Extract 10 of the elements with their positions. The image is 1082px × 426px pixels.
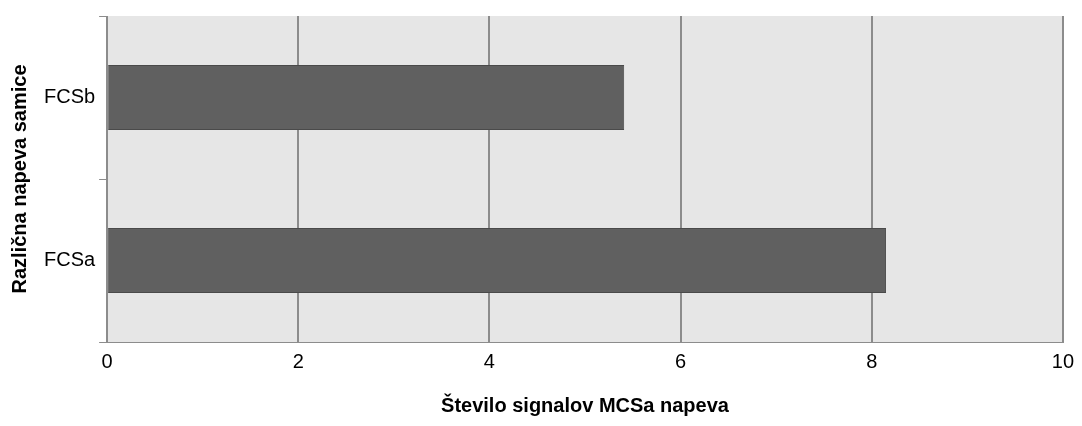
x-axis-title: Število signalov MCSa napeva [441,392,730,416]
x-tick-label: 0 [101,349,113,372]
x-tick-label: 8 [866,349,878,372]
y-tick-label: FCSa [44,248,96,271]
y-axis-title: Različna napeva samice [7,64,30,294]
x-tick-label: 6 [675,349,687,372]
x-tick-label: 10 [1051,349,1074,372]
x-tick-label: 2 [292,349,304,372]
y-tick-label: FCSb [44,85,96,108]
x-tick-label: 4 [483,349,495,372]
